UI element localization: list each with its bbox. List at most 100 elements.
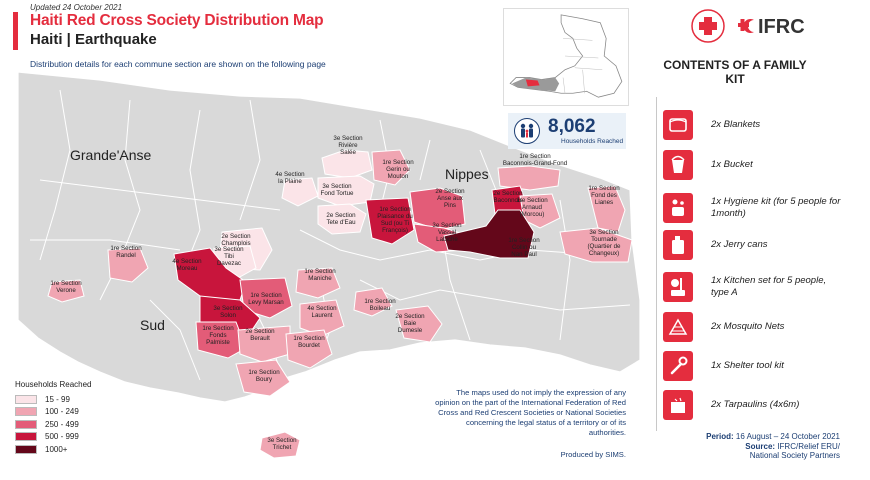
- page-subtitle: Haiti | Earthquake: [30, 31, 157, 48]
- commune-label-maniche: 1re Section Maniche: [304, 268, 336, 282]
- legend-item: 500 - 999: [15, 431, 125, 444]
- map-description: Distribution details for each commune se…: [30, 59, 326, 69]
- commune-label-randel: 1re Section Randel: [110, 245, 142, 259]
- commune-label-baconnois: 2e Section Baconnois: [493, 190, 523, 204]
- kit-item-label: 1x Hygiene kit (for 5 people for 1month): [711, 196, 841, 219]
- blanket-icon: [663, 110, 693, 140]
- commune-label-gerin-ou-mouton: 1re Section Gerin ou Mouton: [382, 159, 414, 180]
- period-value: 16 August – 24 October 2021: [735, 432, 840, 441]
- commune-label-collin-ou-nan-paul: 1re Section Collin ou Nan Paul: [508, 237, 540, 258]
- kit-item-label: 2x Blankets: [711, 119, 761, 130]
- commune-label-fonds-palmiste: 1re Section Fonds Palmiste: [202, 325, 234, 346]
- commune-section-berault: [237, 325, 291, 363]
- mosquito-net-icon: [663, 312, 693, 342]
- commune-section-verone: [47, 279, 85, 303]
- legend-swatch: [15, 444, 37, 454]
- commune-label-riviere-salee: 3e Section Rivière Salée: [333, 135, 363, 156]
- commune-section-baconnois-grand-fond: [497, 165, 561, 191]
- commune-label-vassal-labiche: 3e Section Vassal Labiche: [432, 222, 462, 243]
- source-line: Source: IFRC/Relief ERU/: [745, 441, 840, 451]
- ifrc-emblem-icon: [738, 19, 754, 33]
- source-line-2: National Society Partners: [749, 451, 840, 460]
- kit-item-tarpaulins: 2x Tarpaulins (4x6m): [661, 387, 841, 423]
- commune-label-boileau: 1re Section Boileau: [364, 298, 396, 312]
- commune-section-maniche: [295, 267, 341, 299]
- period-label: Period: [706, 432, 732, 441]
- source-label: Source: [745, 441, 773, 451]
- commune-section-bourdet: [285, 329, 333, 369]
- commune-section-rivi-re-sal-e: [321, 149, 373, 179]
- disclaimer-text: The maps used do not imply the expressio…: [435, 388, 626, 437]
- commune-section-laurent: [299, 299, 345, 337]
- legend-item: 15 - 99: [15, 393, 125, 406]
- households-reached-label: Households Reached: [561, 138, 624, 145]
- legend-swatch: [15, 419, 37, 429]
- highlight-area-inset: [525, 79, 540, 87]
- commune-section-fonds-palmiste: [195, 321, 247, 359]
- tarpaulin-icon: [663, 390, 693, 420]
- period-line: Period: 16 August – 24 October 2021: [706, 432, 840, 441]
- commune-label-fond-des-lianes: 1re Section Fond des Lianes: [588, 185, 620, 206]
- kit-item-label: 2x Tarpaulins (4x6m): [711, 399, 800, 410]
- commune-section-randel: [107, 247, 149, 283]
- legend-swatch: [15, 394, 37, 404]
- haiti-landmass: [17, 71, 641, 403]
- shelter-tool-icon: [663, 351, 693, 381]
- commune-section-fond-des-lianes: [587, 185, 626, 233]
- kit-item-label: 1x Shelter tool kit: [711, 360, 784, 371]
- commune-section-la-plaine: [281, 177, 319, 207]
- commune-label-tete-d-eau: 2e Section Tete d'Eau: [326, 212, 356, 226]
- legend-item: 250 - 499: [15, 418, 125, 431]
- dept-label-sud: Sud: [140, 317, 165, 333]
- commune-section-baie-dumesle: [395, 305, 443, 343]
- kitchen-set-icon: [663, 272, 693, 302]
- commune-label-fond-tortue: 3e Section Fond Tortue: [320, 183, 354, 197]
- commune-label-plaisance-du-sud: 1re Section Plaisance du Sud (ou Ti Fran…: [377, 206, 413, 234]
- commune-label-trichet: 3e Section Trichet: [267, 437, 297, 451]
- family-icon: [514, 118, 540, 144]
- kit-item-kitchen-set: 1x Kitchen set for 5 people, type A: [661, 269, 841, 305]
- haiti-departments-inset: [562, 38, 603, 94]
- page-title: Haiti Red Cross Society Distribution Map: [30, 12, 324, 29]
- map-legend: Households Reached 15 - 99 100 - 249 250…: [15, 380, 125, 456]
- kit-list: 2x Blankets 1x Bucket 1x Hygiene kit (fo…: [656, 97, 840, 431]
- bucket-icon: [663, 150, 693, 180]
- legend-item: 100 - 249: [15, 406, 125, 419]
- commune-label-baconnois-grand-fond: 1re Section Baconnois-Grand-Fond: [502, 153, 568, 167]
- hygiene-kit-icon: [663, 193, 693, 223]
- ifrc-wordmark: IFRC: [758, 16, 805, 38]
- commune-label-verone: 1re Section Verone: [50, 280, 82, 294]
- kit-item-bucket: 1x Bucket: [661, 147, 841, 183]
- dept-label-nippes: Nippes: [445, 166, 489, 182]
- commune-label-boury: 1re Section Boury: [248, 369, 280, 383]
- commune-section-tete-d-eau: [317, 203, 367, 235]
- haiti-outline-inset: [509, 14, 623, 98]
- commune-label-laurent: 4e Section Laurent: [307, 305, 337, 319]
- commune-section-trichet: [259, 431, 301, 459]
- commune-label-tibi-davezac: 3e Section Tibi Davezac: [214, 246, 244, 267]
- commune-label-tournade: 3e Section Tournade (Quartier de Changeu…: [587, 229, 621, 257]
- period-source: Period: 16 August – 24 October 2021 Sour…: [660, 432, 840, 461]
- legend-label: 15 - 99: [45, 394, 70, 404]
- commune-label-moreau: 4e Section Moreau: [172, 258, 202, 272]
- commune-section-plaisance-du-sud-ou-ti-fran-ois: [365, 197, 415, 245]
- kit-item-label: 1x Kitchen set for 5 people, type A: [711, 275, 827, 298]
- commune-label-levy-marsan: 1re Section Levy Marsan: [248, 292, 284, 306]
- updated-date: Updated 24 October 2021: [30, 3, 123, 12]
- legend-title: Households Reached: [15, 380, 92, 389]
- locator-map-inset: [503, 8, 629, 106]
- commune-label-arnaud-morcou: 1re Section Arnaud (Morcou): [516, 197, 548, 218]
- commune-section-anse-aux-pins: [409, 187, 466, 231]
- commune-section-boury: [235, 359, 291, 397]
- households-reached-value: 8,062: [548, 116, 596, 137]
- logos: IFRC: [690, 8, 860, 46]
- title-accent-bar: [13, 12, 18, 50]
- commune-section-boileau: [353, 287, 393, 317]
- commune-label-solon: 3e Section Solon: [213, 305, 243, 319]
- commune-label-baie-dumesle: 2e Section Baie Dumesle: [395, 313, 425, 334]
- commune-label-champlois: 2e Section Champlois: [221, 233, 251, 247]
- households-reached-kpi: 8,062 Households Reached: [508, 113, 626, 149]
- legend-label: 100 - 249: [45, 407, 79, 417]
- jerry-can-icon: [663, 230, 693, 260]
